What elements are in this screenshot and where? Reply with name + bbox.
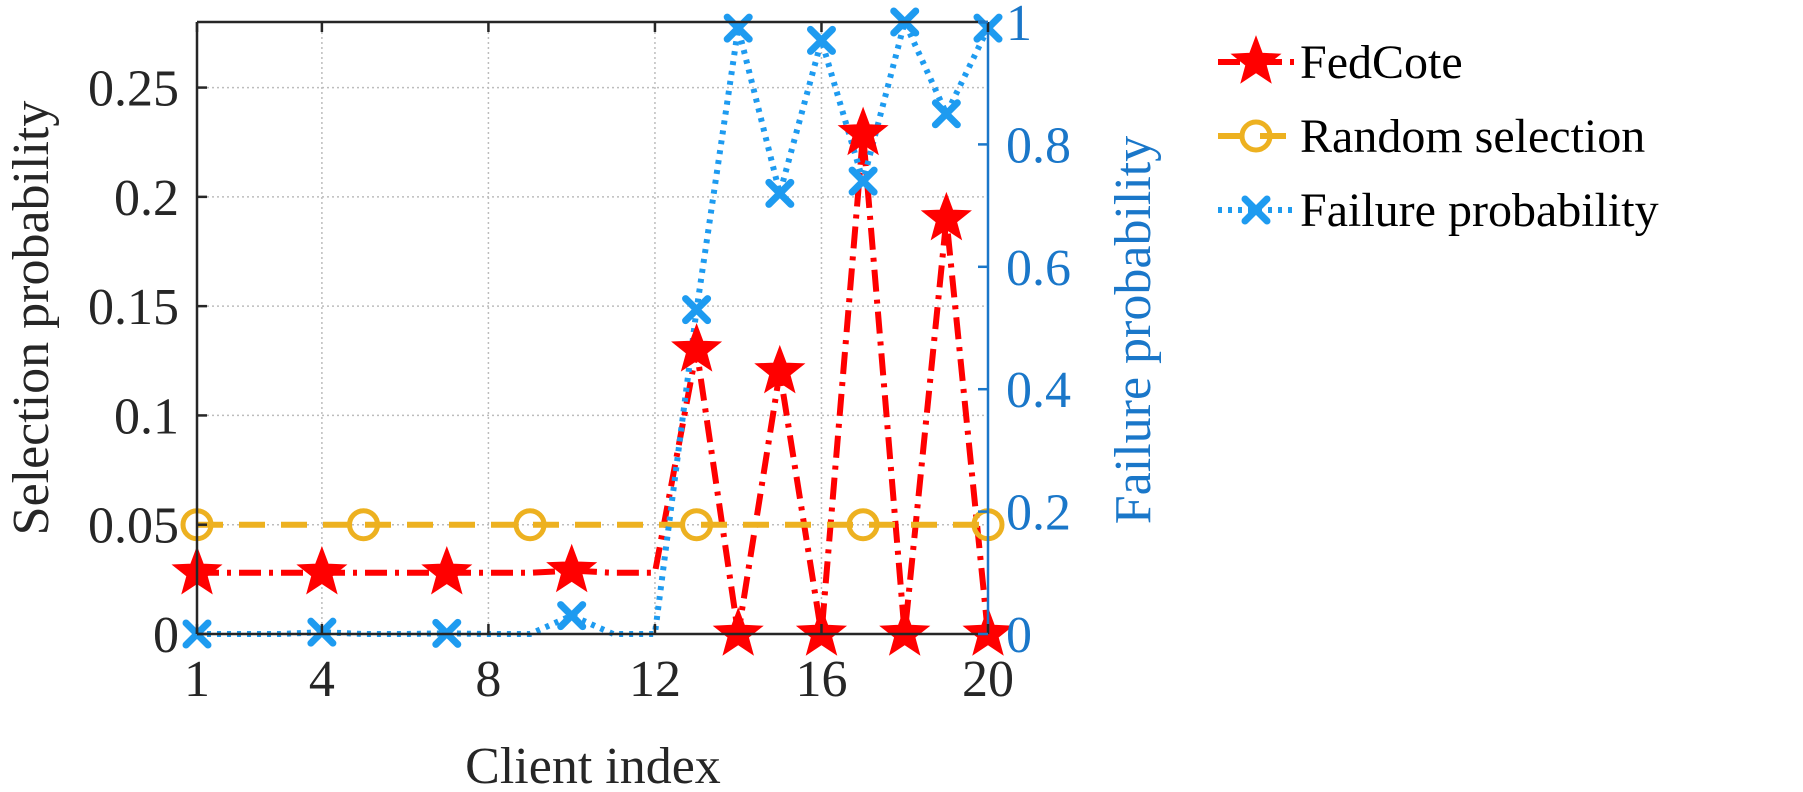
marker-star-series-1: [296, 545, 348, 595]
series-line-1: [197, 130, 991, 637]
marker-star-series-1: [671, 323, 723, 372]
y-left-tick-label: 0.05: [88, 498, 179, 555]
marker-star-series-1: [546, 543, 598, 593]
y-left-tick-label: 0.2: [114, 170, 179, 227]
legend-marker: [1239, 119, 1273, 153]
axes: 1 4 8 12 16 2000.050.10.150.20.2500.20.40.60.…: [88, 0, 1071, 708]
legend-label-random-selection: Random selection: [1300, 110, 1645, 163]
marker-x-series-3-stroke: [557, 601, 587, 631]
marker-star-series-1: [837, 106, 889, 156]
marker-circle-series-2: [846, 508, 880, 542]
marker-star-series-1: [712, 607, 764, 656]
marker-star-series-1: [754, 344, 806, 394]
y-right-tick-label: 0.2: [1006, 485, 1071, 542]
x-tick-label: 20: [962, 651, 1014, 708]
y-left-tick-label: 0.1: [114, 388, 179, 445]
y-right-tick-label: 0.4: [1006, 362, 1071, 419]
legend-entry-fedcote: FedCote: [1218, 35, 1463, 89]
marker-x-series-3: [848, 166, 878, 196]
marker-x-series-3-stroke: [848, 166, 878, 196]
marker-x-series-3: [682, 295, 712, 325]
legend-symbol-random-selection: [1218, 119, 1295, 153]
legend-label-failure-probability: Failure probability: [1300, 184, 1659, 237]
legend-marker: [1241, 195, 1271, 225]
x-tick-label: 1: [184, 651, 210, 708]
marker-circle-series-2: [680, 508, 714, 542]
marker-star-series-1: [879, 607, 931, 656]
x-axis-label: Client index: [465, 738, 721, 792]
marker-x-series-3: [723, 13, 753, 43]
y-left-tick-label: 0.15: [88, 279, 179, 336]
marker-x-series-3-stroke: [931, 99, 961, 129]
y-right-tick-label: 0: [1006, 607, 1032, 664]
x-tick-label: 4: [309, 651, 335, 708]
marker-x-series-3: [765, 178, 795, 208]
legend-marker-stroke: [1241, 195, 1271, 225]
series-lines: [197, 19, 991, 637]
marker-x-series-3: [557, 601, 587, 631]
marker-x-series-3-stroke: [806, 25, 836, 55]
marker-x-series-3: [931, 99, 961, 129]
legend-symbol-fedcote: [1218, 35, 1295, 84]
grid-lines: [197, 22, 988, 634]
series-line-3: [197, 19, 991, 637]
marker-circle-series-2: [513, 508, 547, 542]
legend-symbol-failure-probability: [1218, 195, 1295, 225]
marker-x-series-3-stroke: [765, 178, 795, 208]
marker-star-series-1: [421, 545, 473, 595]
y-left-tick-label: 0.25: [88, 61, 179, 118]
marker-x-series-3: [806, 25, 836, 55]
x-tick-label: 16: [795, 651, 847, 708]
marker-x-series-3-stroke: [682, 295, 712, 325]
legend-entry-random-selection: Random selection: [1218, 110, 1645, 163]
legend-label-fedcote: FedCote: [1300, 36, 1463, 89]
marker-circle-series-2: [347, 508, 381, 542]
y-axis-right-label: Failure probability: [1105, 136, 1162, 524]
y-axis-left-label: Selection probability: [3, 101, 60, 536]
x-tick-label: 8: [475, 651, 501, 708]
y-right-tick-label: 0.8: [1006, 117, 1071, 174]
legend-marker: [1230, 35, 1282, 84]
legend-entry-failure-probability: Failure probability: [1218, 184, 1659, 237]
legend: FedCote Random selection Failure probabi…: [1218, 35, 1659, 237]
x-tick-label: 12: [629, 651, 681, 708]
marker-star-series-1: [920, 191, 972, 241]
y-left-tick-label: 0: [153, 607, 179, 664]
y-right-tick-label: 0.6: [1006, 240, 1071, 297]
y-right-tick-label: 1: [1006, 0, 1032, 52]
